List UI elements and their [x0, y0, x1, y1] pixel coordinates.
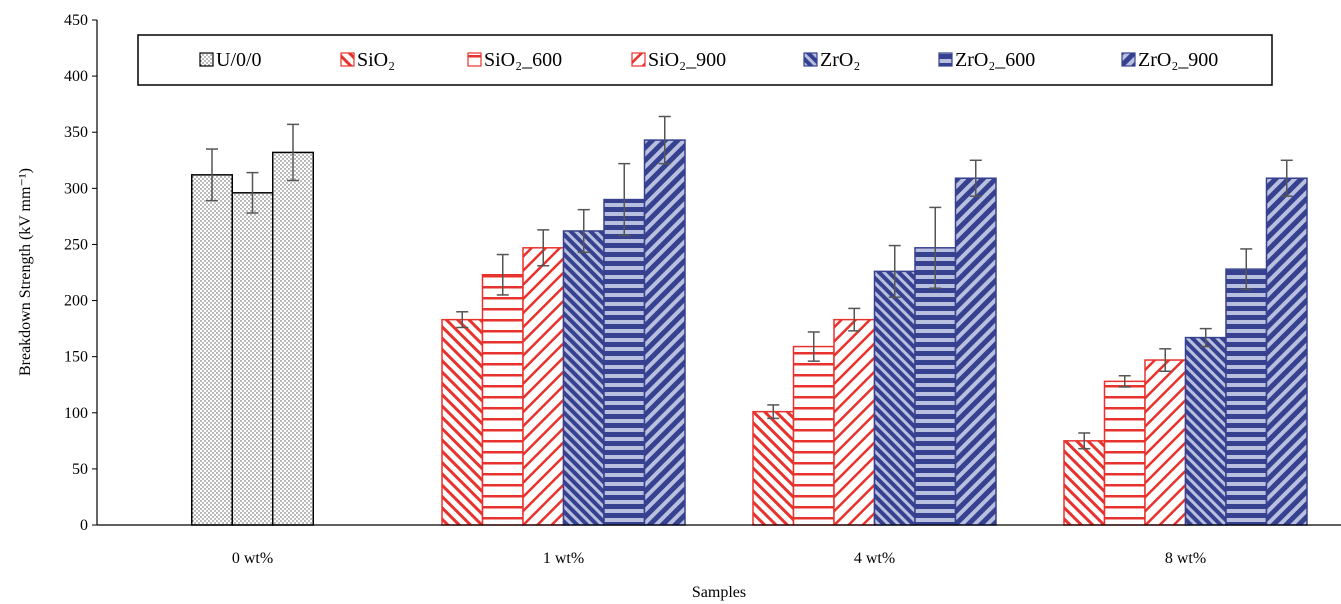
x-tick-label: 1 wt%: [543, 550, 584, 567]
error-bars-layer: [206, 115, 1293, 450]
legend-label: ZrO₂_900: [1138, 49, 1218, 71]
x-tick-label: 8 wt%: [1165, 550, 1206, 567]
bar-blue-diag-wide: [643, 139, 686, 526]
bar-red-diag-thin: [752, 410, 795, 526]
y-tick-label: 0: [80, 517, 88, 534]
legend-swatch: [938, 52, 953, 67]
bar-red-diag-thin: [1063, 440, 1106, 526]
bar-blue-diag-wide: [1265, 177, 1308, 526]
y-axis-ticks: 0 50 100 150 200 250 300 350 400 450: [64, 12, 97, 534]
y-axis-title: Breakdown Strength (kV mm⁻¹): [17, 168, 34, 376]
bar-red-horizontal: [1103, 380, 1146, 526]
bar-blue-horizontal: [603, 198, 646, 526]
legend-swatch: [199, 52, 214, 67]
bar-red-diag-wide: [833, 318, 876, 526]
legend-label: SiO₂_600: [484, 49, 562, 71]
bar-blue-diag-thin: [873, 270, 916, 526]
y-tick-label: 100: [64, 405, 88, 422]
y-tick-label: 400: [64, 68, 88, 85]
bar-baseline: [272, 151, 314, 526]
legend-label: U/0/0: [216, 49, 262, 71]
y-tick-label: 200: [64, 293, 88, 310]
bar-blue-diag-wide: [954, 177, 997, 526]
legend-label: SiO₂: [357, 49, 395, 71]
bar-red-diag-wide: [522, 247, 565, 526]
bar-blue-horizontal: [914, 247, 957, 526]
x-axis-title: Samples: [692, 584, 746, 601]
legend-box: [137, 34, 1273, 86]
y-tick-label: 450: [64, 12, 88, 29]
legend-label: ZrO₂_600: [955, 49, 1035, 71]
legend-label: ZrO₂: [820, 49, 860, 71]
bar-red-horizontal: [792, 345, 835, 526]
y-tick-label: 150: [64, 349, 88, 366]
y-tick-label: 50: [72, 461, 88, 478]
bar-red-diag-thin: [441, 318, 484, 526]
legend: U/0/0 SiO₂ SiO₂_600 SiO₂_900 ZrO₂ ZrO₂_600 ZrO…: [137, 34, 1273, 86]
bar-blue-diag-thin: [1184, 336, 1227, 526]
bar-baseline: [231, 192, 274, 526]
x-tick-label: 4 wt%: [854, 550, 895, 567]
legend-swatch: [340, 52, 355, 67]
x-axis-tick-labels: 0 wt% 1 wt% 4 wt% 8 wt%: [232, 550, 1206, 567]
y-tick-label: 350: [64, 124, 88, 141]
legend-swatch: [1121, 52, 1136, 67]
legend-swatch: [631, 52, 646, 67]
y-tick-label: 250: [64, 236, 88, 253]
legend-label: SiO₂_900: [648, 49, 726, 71]
bars-layer: [191, 139, 1308, 526]
bar-baseline: [191, 174, 233, 526]
bar-red-horizontal: [481, 273, 524, 526]
y-tick-label: 300: [64, 180, 88, 197]
bar-blue-horizontal: [1225, 268, 1268, 526]
legend-swatch: [803, 52, 818, 67]
x-tick-label: 0 wt%: [232, 550, 273, 567]
legend-swatch: [467, 52, 482, 67]
bar-red-diag-wide: [1144, 359, 1187, 526]
bar-blue-diag-thin: [562, 230, 605, 526]
